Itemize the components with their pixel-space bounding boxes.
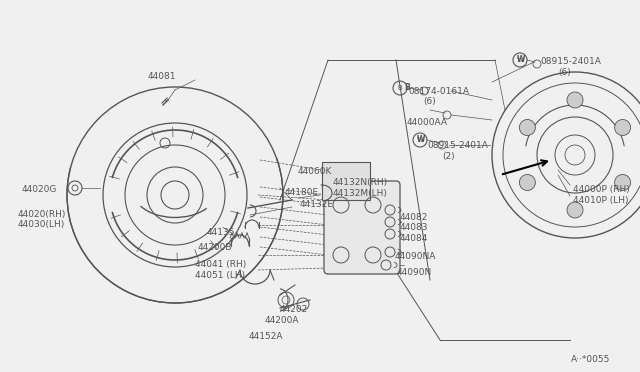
Text: B: B xyxy=(397,85,403,91)
Text: 44132N(RH): 44132N(RH) xyxy=(333,178,388,187)
Text: 44082: 44082 xyxy=(400,213,428,222)
Text: 44152A: 44152A xyxy=(249,332,284,341)
Text: 44132E: 44132E xyxy=(300,200,334,209)
Text: 44135: 44135 xyxy=(207,228,236,237)
Text: 44000P (RH): 44000P (RH) xyxy=(573,185,630,194)
Text: 44180E: 44180E xyxy=(285,188,319,197)
Text: W: W xyxy=(417,135,425,144)
Text: 08915-2401A: 08915-2401A xyxy=(427,141,488,150)
Text: (6): (6) xyxy=(558,68,571,77)
Text: W: W xyxy=(517,55,525,64)
Text: 44084: 44084 xyxy=(400,234,428,243)
Text: 44090N: 44090N xyxy=(397,268,432,277)
Text: 44200B: 44200B xyxy=(198,243,232,252)
Text: W: W xyxy=(417,137,424,143)
Text: 08174-0161A: 08174-0161A xyxy=(408,87,469,96)
Text: 08915-2401A: 08915-2401A xyxy=(540,57,601,66)
Text: 44132M(LH): 44132M(LH) xyxy=(333,189,388,198)
Bar xyxy=(322,162,370,200)
Text: 44200A: 44200A xyxy=(265,316,300,325)
Text: B: B xyxy=(404,83,410,92)
Text: 44020(RH): 44020(RH) xyxy=(18,210,67,219)
Text: (2): (2) xyxy=(442,152,454,161)
Text: 44000AA: 44000AA xyxy=(407,118,448,127)
Text: 44020G: 44020G xyxy=(22,185,58,194)
Text: 44202: 44202 xyxy=(280,305,308,314)
Text: 44060K: 44060K xyxy=(298,167,332,176)
Text: 44030(LH): 44030(LH) xyxy=(18,220,65,229)
Text: (6): (6) xyxy=(423,97,436,106)
Text: 44083: 44083 xyxy=(400,223,429,232)
Text: 44051 (LH): 44051 (LH) xyxy=(195,271,245,280)
FancyBboxPatch shape xyxy=(324,181,400,274)
Circle shape xyxy=(567,92,583,108)
Circle shape xyxy=(520,119,536,135)
Circle shape xyxy=(520,174,536,190)
Text: 44090NA: 44090NA xyxy=(395,252,436,261)
Text: A··*0055: A··*0055 xyxy=(571,355,610,364)
Circle shape xyxy=(614,174,630,190)
Circle shape xyxy=(567,202,583,218)
Text: 44010P (LH): 44010P (LH) xyxy=(573,196,628,205)
Text: 44081: 44081 xyxy=(148,72,177,81)
Circle shape xyxy=(614,119,630,135)
Text: 44041 (RH): 44041 (RH) xyxy=(195,260,246,269)
Text: W: W xyxy=(516,57,524,63)
